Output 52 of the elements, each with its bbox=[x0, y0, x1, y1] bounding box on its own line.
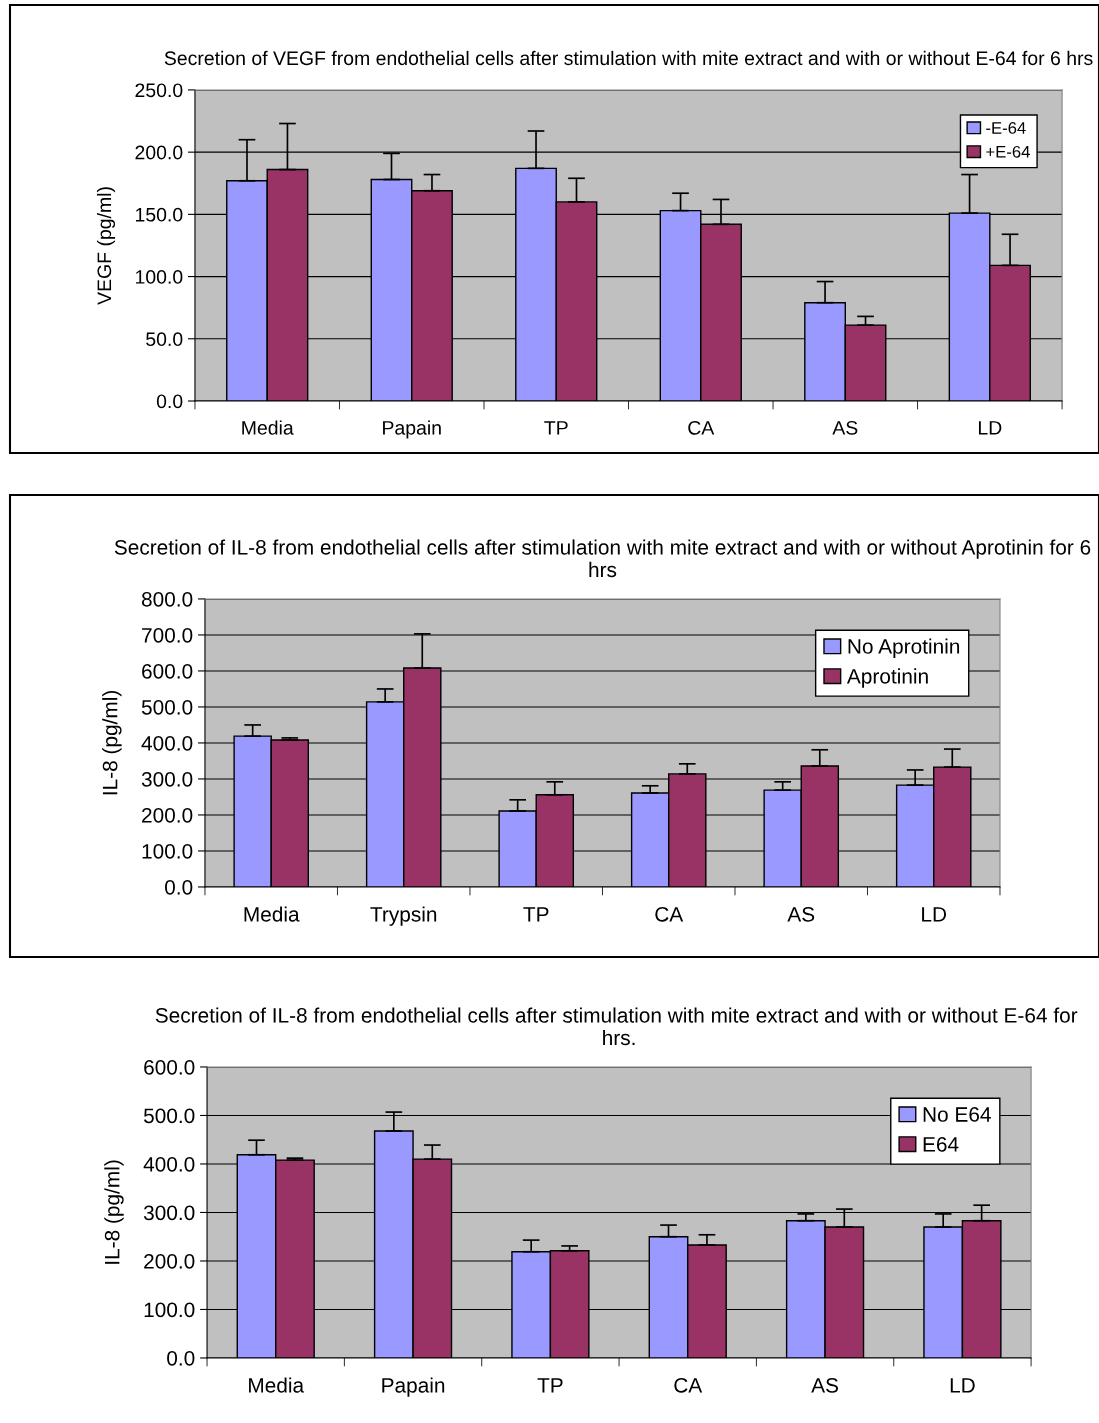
y-tick-label: 200.0 bbox=[135, 145, 183, 160]
x-tick-label: AS bbox=[811, 1377, 839, 1393]
legend-label: +E-64 bbox=[986, 145, 1030, 158]
y-axis-title: IL-8 (pg/ml) bbox=[104, 1160, 124, 1264]
y-tick-label: 500.0 bbox=[143, 1108, 195, 1124]
legend-label: Aprotinin bbox=[846, 668, 928, 688]
y-tick-label: 600.0 bbox=[142, 663, 193, 679]
y-tick-label: 500.0 bbox=[141, 699, 193, 715]
x-tick-label: CA bbox=[655, 906, 684, 922]
y-tick-label: 250.0 bbox=[135, 83, 183, 98]
y-tick-label: 700.0 bbox=[142, 627, 193, 643]
y-tick-label: 600.0 bbox=[144, 1059, 195, 1075]
y-tick-label: 200.0 bbox=[142, 807, 193, 823]
y-tick-label: 150.0 bbox=[135, 207, 183, 222]
x-tick-label: Media bbox=[244, 906, 300, 922]
x-tick-label: LD bbox=[922, 907, 947, 922]
y-tick-label: 100.0 bbox=[135, 270, 183, 284]
y-tick-label: 200.0 bbox=[144, 1253, 195, 1269]
x-tick-label: Media bbox=[242, 420, 294, 435]
x-tick-label: Media bbox=[249, 1377, 305, 1393]
y-tick-label: 100.0 bbox=[144, 1302, 195, 1318]
x-tick-label: LD bbox=[950, 1378, 975, 1393]
x-tick-label: LD bbox=[978, 421, 1002, 435]
x-tick-label: Papain bbox=[383, 420, 441, 439]
y-tick-label: 400.0 bbox=[141, 735, 193, 751]
chart-title: Secretion of VEGF from endothelial cells after stimulation with mite extract and with or without E-64 for 6 hrs bbox=[164, 50, 1093, 66]
legend-label: -E-64 bbox=[986, 122, 1026, 134]
legend-label: E64 bbox=[923, 1136, 959, 1152]
y-tick-label: 50.0 bbox=[146, 332, 183, 347]
x-tick-label: TP bbox=[537, 1378, 563, 1393]
y-tick-label: 100.0 bbox=[142, 843, 193, 859]
y-tick-label: 0.0 bbox=[156, 394, 183, 409]
y-axis-title: VEGF (pg/ml) bbox=[96, 187, 116, 305]
y-axis-title: IL-8 (pg/ml) bbox=[102, 690, 122, 795]
y-tick-label: 0.0 bbox=[165, 879, 193, 895]
x-tick-label: TP bbox=[544, 421, 568, 435]
y-tick-label: 400.0 bbox=[143, 1156, 195, 1172]
y-tick-label: 800.0 bbox=[141, 591, 193, 607]
x-tick-label: Papain bbox=[382, 1377, 445, 1397]
x-tick-label: Trypsin bbox=[370, 906, 437, 926]
x-tick-label: AS bbox=[832, 420, 858, 435]
legend-label: No Aprotinin bbox=[848, 638, 960, 658]
y-tick-label: 0.0 bbox=[167, 1350, 195, 1366]
x-tick-label: CA bbox=[674, 1377, 703, 1393]
chart-title: Secretion of IL-8 from endothelial cells after stimulation with mite extract and with or without E-64 for hrs. bbox=[155, 1007, 1078, 1046]
chart-title: Secretion of IL-8 from endothelial cells after stimulation with mite extract and with or without Aprotinin for 6 hrs bbox=[114, 539, 1091, 578]
x-tick-label: AS bbox=[787, 906, 815, 922]
legend-label: No E64 bbox=[923, 1107, 991, 1122]
y-tick-label: 300.0 bbox=[143, 1205, 195, 1221]
x-tick-label: CA bbox=[688, 420, 715, 435]
y-tick-label: 300.0 bbox=[141, 771, 193, 787]
x-tick-label: TP bbox=[523, 907, 549, 922]
